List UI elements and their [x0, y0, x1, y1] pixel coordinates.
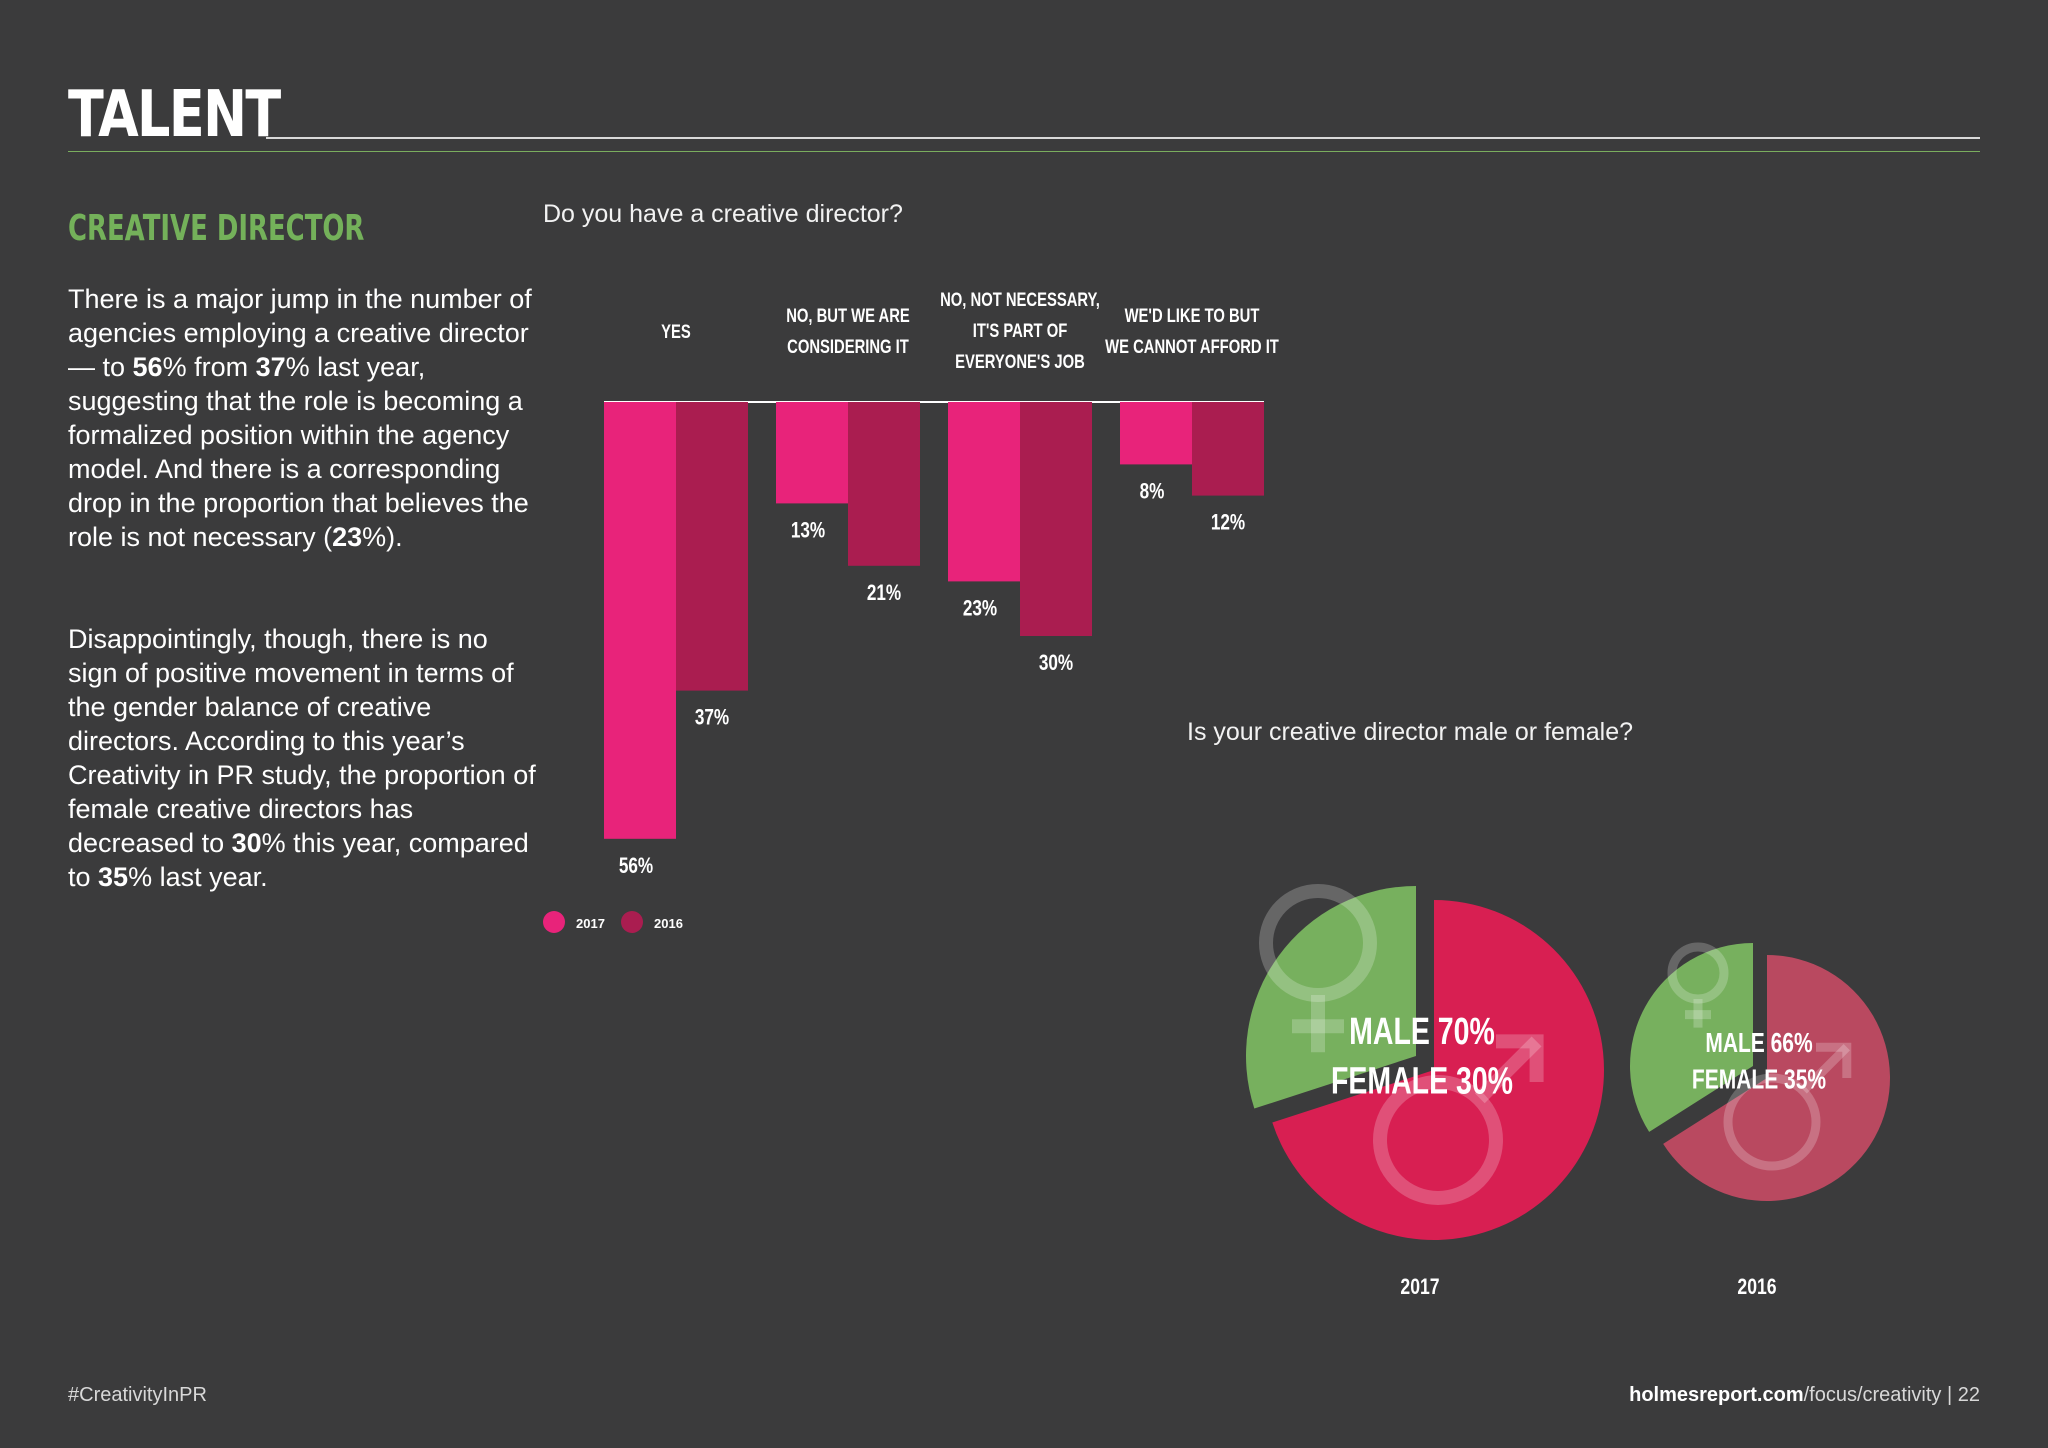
- venus-icon: [1667, 942, 1729, 1028]
- text-run: % this year, compared to: [68, 828, 529, 892]
- category-label: YES: [661, 321, 691, 342]
- bar-value-label: 37%: [695, 706, 730, 731]
- pie-slice-male-group: [1663, 955, 1890, 1201]
- legend-swatch-2016: [621, 911, 643, 933]
- footer-hashtag: #CreativityInPR: [68, 1384, 207, 1406]
- title-rule: [266, 137, 1980, 139]
- bar-2016: [848, 402, 920, 566]
- pie-label-male: MALE 70%: [1349, 1011, 1495, 1053]
- bar-2017: [948, 402, 1020, 582]
- section-title: TALENT: [68, 78, 281, 152]
- bar-value-label: 30%: [1039, 651, 1074, 676]
- pie-slice-female-group: [1630, 943, 1753, 1132]
- text-run: %).: [362, 522, 403, 552]
- footer-site[interactable]: holmesreport.com: [1629, 1384, 1804, 1406]
- pie-year-label: 2016: [1737, 1275, 1776, 1299]
- legend-label: 2017: [576, 916, 605, 931]
- venus-icon: [1259, 884, 1377, 1053]
- footer-page-info: holmesreport.com/focus/creativity | 22: [1629, 1384, 1980, 1407]
- pie-slice-female: [1246, 886, 1416, 1109]
- bar-2016: [1192, 402, 1264, 496]
- text-run: % from: [162, 352, 256, 382]
- bar-value-label: 56%: [619, 854, 654, 879]
- gender-paragraph: Disappointingly, though, there is no sig…: [68, 622, 538, 894]
- bar-2017: [604, 402, 676, 839]
- bar-chart: YES 56% 37% NO, BUT WE ARE CONSIDERING IT 13%…: [543, 289, 1279, 933]
- category-label: NO, BUT WE ARE: [786, 305, 910, 326]
- text-run: There is a major jump in the number of a…: [68, 284, 532, 382]
- pie-year-label: 2017: [1400, 1275, 1439, 1299]
- bar-value-label: 8%: [1140, 479, 1165, 504]
- text-run: 37: [255, 352, 286, 382]
- pie-slice-female: [1630, 943, 1753, 1132]
- category-label: WE CANNOT AFFORD IT: [1105, 336, 1279, 357]
- bar-2017: [776, 402, 848, 504]
- text-run: Disappointingly, though, there is no sig…: [68, 624, 536, 858]
- bar-2017: [1120, 402, 1192, 465]
- pie-label-male: MALE 66%: [1705, 1028, 1812, 1059]
- mars-icon: [1373, 1034, 1544, 1205]
- text-run: % last year.: [128, 862, 268, 892]
- bar-chart-question: Do you have a creative director?: [543, 200, 903, 228]
- bar-value-label: 23%: [963, 596, 998, 621]
- pie-chart-question: Is your creative director male or female…: [1187, 718, 1634, 746]
- category-label: NO, NOT NECESSARY,: [940, 289, 1100, 310]
- mars-icon: [1723, 1042, 1852, 1171]
- category-label: WE'D LIKE TO BUT: [1125, 305, 1260, 326]
- pie-label-female: FEMALE 35%: [1692, 1065, 1826, 1096]
- pie-label-female: FEMALE 30%: [1331, 1061, 1513, 1103]
- pie-slice-male-group: [1272, 900, 1604, 1240]
- category-label: EVERYONE'S JOB: [955, 351, 1085, 372]
- category-label: IT'S PART OF: [973, 320, 1068, 341]
- category-label: CONSIDERING IT: [787, 336, 909, 357]
- text-run: 56: [132, 352, 163, 382]
- bar-value-label: 12%: [1211, 511, 1246, 536]
- bar-value-label: 13%: [791, 518, 826, 543]
- subheading: CREATIVE DIRECTOR: [68, 208, 365, 249]
- text-run: 30: [231, 828, 262, 858]
- legend-swatch-2017: [543, 911, 565, 933]
- text-run: 23: [332, 522, 363, 552]
- intro-paragraph: There is a major jump in the number of a…: [68, 282, 538, 554]
- legend-label: 2016: [654, 916, 683, 931]
- pie-slice-female-group: [1246, 886, 1416, 1109]
- bar-value-label: 21%: [867, 581, 902, 606]
- header-rule: [68, 151, 1980, 152]
- bar-2016: [1020, 402, 1092, 636]
- pie-charts: MALE 70% FEMALE 30% 2017 MALE 66% FEMALE 35%…: [1246, 884, 1890, 1300]
- bar-2016: [676, 402, 748, 691]
- text-run: % last year, suggesting that the role is…: [68, 352, 529, 552]
- footer-path: /focus/creativity | 22: [1803, 1384, 1980, 1406]
- pie-slice-male: [1663, 955, 1890, 1201]
- text-run: 35: [98, 862, 129, 892]
- pie-slice-male: [1272, 900, 1604, 1240]
